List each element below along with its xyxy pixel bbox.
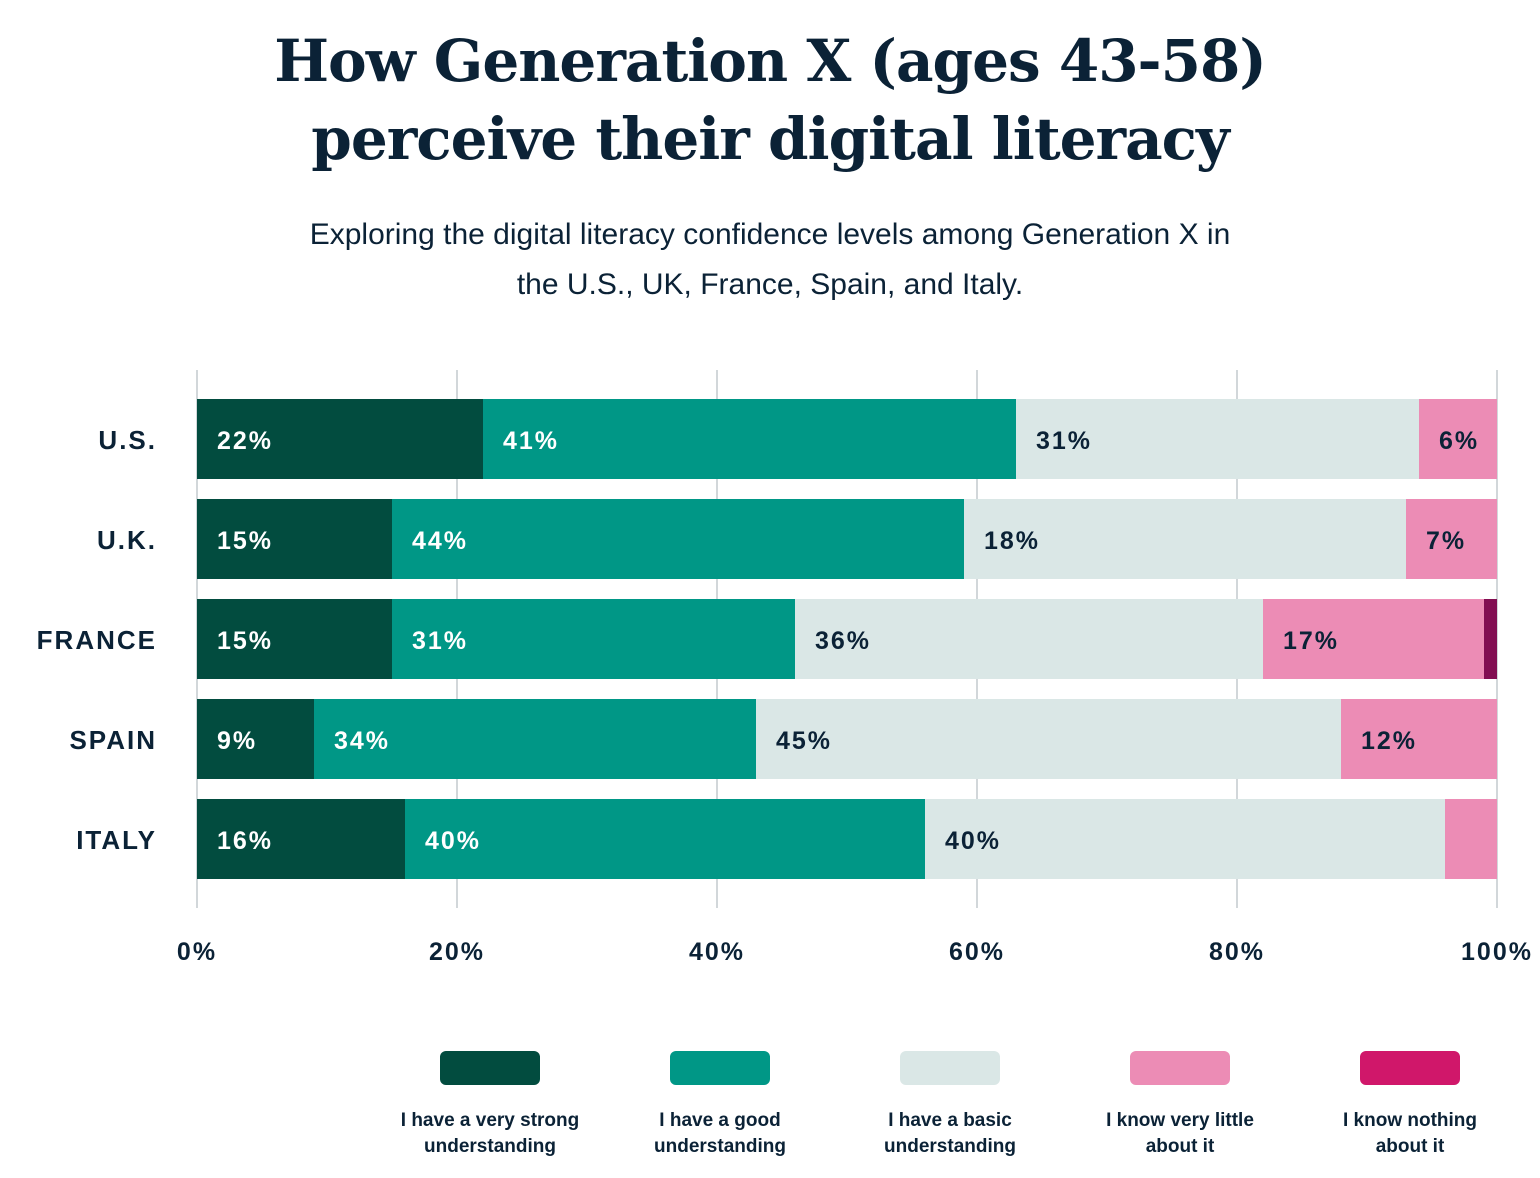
bar-segment [314,699,756,779]
x-tick-label: 80% [1209,938,1265,966]
data-label: 40% [945,827,1001,855]
category-label: U.K. [97,525,157,555]
bar-segment [392,499,964,579]
chart-title: How Generation X (ages 43-58) perceive t… [0,22,1540,178]
legend-label: about it [1146,1136,1215,1157]
data-label: 41% [503,427,559,455]
bar-segment [1016,399,1419,479]
bar-segment [197,799,405,879]
data-label: 17% [1283,627,1339,655]
bar-segment [197,599,392,679]
legend-label: understanding [654,1136,786,1157]
x-tick-label: 100% [1461,938,1533,966]
subtitle-line-2: the U.S., UK, France, Spain, and Italy. [516,268,1024,301]
bar-segment [795,599,1263,679]
category-label: SPAIN [69,725,157,755]
legend-label: understanding [884,1136,1016,1157]
bar-segment [1445,799,1497,879]
x-tick-label: 40% [689,938,745,966]
bar-segment [1484,599,1497,679]
legend-label: about it [1376,1136,1445,1157]
legend-label: I know nothing [1343,1110,1477,1131]
data-label: 15% [217,527,273,555]
legend-swatch [1130,1051,1230,1085]
title-line-1: How Generation X (ages 43-58) [274,27,1267,95]
legend-label: understanding [424,1136,556,1157]
bar-segment [925,799,1445,879]
x-tick-label: 60% [949,938,1005,966]
legend-label: I have a very strong [401,1110,579,1131]
bar-segment [392,599,795,679]
legend-swatch [1360,1051,1460,1085]
legend-label: I have a good [659,1110,780,1131]
bar-segment [197,699,314,779]
data-label: 18% [984,527,1040,555]
data-label: 34% [334,727,390,755]
bar-segment [1263,599,1484,679]
data-label: 12% [1361,727,1417,755]
bar-segment [197,499,392,579]
data-label: 22% [217,427,273,455]
title-line-2: perceive their digital literacy [311,105,1229,173]
data-label: 7% [1426,527,1466,555]
data-label: 45% [776,727,832,755]
x-tick-label: 20% [429,938,485,966]
data-label: 9% [217,727,257,755]
data-label: 31% [1036,427,1092,455]
subtitle-line-1: Exploring the digital literacy confidenc… [309,218,1231,251]
category-label: U.S. [98,425,157,455]
bar-segment [1419,399,1497,479]
legend-label: I know very little [1106,1110,1254,1131]
legend-swatch [900,1051,1000,1085]
data-label: 36% [815,627,871,655]
legend-swatch [440,1051,540,1085]
data-label: 44% [412,527,468,555]
data-label: 15% [217,627,273,655]
data-label: 6% [1439,427,1479,455]
bar-segment [405,799,925,879]
bar-segment [756,699,1341,779]
chart-subtitle: Exploring the digital literacy confidenc… [0,210,1540,310]
legend-swatch [670,1051,770,1085]
data-label: 16% [217,827,273,855]
data-label: 31% [412,627,468,655]
category-label: ITALY [76,825,157,855]
data-label: 40% [425,827,481,855]
category-label: FRANCE [37,625,157,655]
x-tick-label: 0% [177,938,217,966]
bar-segment [197,399,483,479]
bar-segment [1406,499,1497,579]
bar-segment [964,499,1406,579]
bar-segment [1341,699,1497,779]
bar-segment [483,399,1016,479]
legend-label: I have a basic [888,1110,1012,1131]
